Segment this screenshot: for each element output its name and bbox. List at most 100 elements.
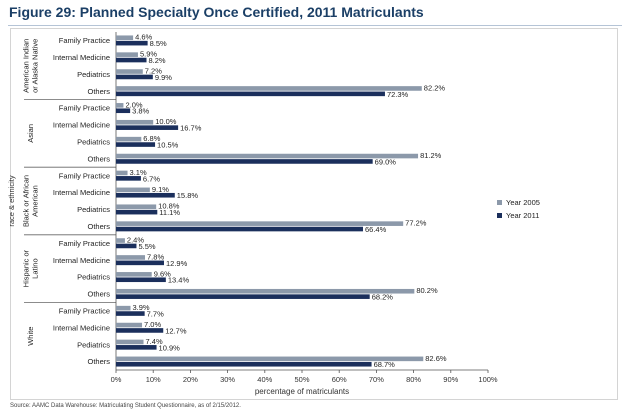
bar-2011 [116,328,164,333]
data-label-2005: 3.1% [130,168,147,177]
legend-label: Year 2011 [506,211,539,220]
category-label: Pediatrics [77,70,110,79]
category-label: Pediatrics [77,137,110,146]
group-label: Asian [26,124,35,143]
bar-2011 [116,176,141,181]
bar-2011 [116,294,370,299]
group-label: American [31,185,40,217]
bar-2005 [116,255,146,260]
data-label-2005: 9.6% [154,269,171,278]
x-tick-label: 30% [220,375,235,384]
bar-2005 [116,221,404,226]
legend-label: Year 2005 [506,198,540,207]
data-label-2005: 10.0% [155,117,177,126]
data-label-2005: 2.4% [127,235,144,244]
data-label-2005: 6.8% [143,134,160,143]
bar-2011 [116,40,148,46]
bar-2011 [116,57,147,63]
data-label-2011: 72.3% [387,90,409,99]
data-label-2005: 4.6% [135,33,152,42]
category-label: Pediatrics [77,273,110,282]
data-label-2011: 9.9% [155,73,172,82]
group-label: American Indian [22,39,31,93]
bar-2011 [116,226,364,232]
x-tick-label: 90% [443,375,458,384]
title-rule [8,25,622,26]
bar-2005 [116,204,157,210]
bar-2005 [116,52,138,57]
x-tick-label: 60% [332,375,347,384]
category-label: Family Practice [59,104,110,113]
x-tick-label: 0% [111,375,122,384]
bar-2011 [116,108,131,114]
group-label: Latino [31,258,40,278]
bar-2005 [116,136,142,142]
category-label: Others [87,87,110,96]
y-axis-label: race & ethnicity [7,175,16,227]
data-label-2011: 3.8% [132,107,149,116]
bar-2005 [116,356,424,362]
data-label-2005: 10.8% [158,202,180,211]
data-label-2005: 80.2% [416,286,438,295]
data-label-2011: 8.2% [149,56,166,65]
data-label-2011: 7.7% [147,309,164,318]
bar-2011 [116,209,158,215]
category-label: Family Practice [59,306,110,315]
bar-2011 [116,311,145,316]
data-label-2005: 81.2% [420,151,442,160]
bar-2005 [116,69,143,74]
data-label-2011: 12.7% [165,326,187,335]
x-tick-label: 20% [183,375,198,384]
bar-2005 [116,119,154,125]
bar-2005 [116,339,144,345]
chart-title: Figure 29: Planned Specialty Once Certif… [9,4,424,20]
bar-2005 [116,288,415,294]
bar-2011 [116,243,137,249]
bar-2011 [116,277,166,283]
bar-2005 [116,153,419,159]
group-label: Black or African [22,175,31,227]
bar-2005 [116,272,152,277]
data-label-2011: 68.7% [374,360,396,369]
category-label: Internal Medicine [53,256,110,265]
data-label-2011: 15.8% [177,191,199,200]
bar-2011 [116,345,157,350]
data-label-2005: 7.8% [147,252,164,261]
data-label-2011: 8.5% [150,39,167,48]
data-label-2011: 66.4% [365,225,387,234]
data-label-2005: 3.9% [133,303,150,312]
data-label-2011: 5.5% [138,242,155,251]
data-label-2011: 10.9% [159,343,181,352]
bar-2011 [116,91,385,97]
bar-2005 [116,187,150,193]
category-label: Internal Medicine [53,121,110,130]
category-label: Others [87,154,110,163]
group-label: or Alaska Native [31,39,40,93]
legend-swatch [497,213,502,218]
bar-2005 [116,305,131,311]
category-label: Pediatrics [77,340,110,349]
data-label-2011: 12.9% [166,259,188,268]
data-label-2005: 5.9% [140,50,157,59]
data-label-2005: 9.1% [152,185,169,194]
category-label: Others [87,222,110,231]
bar-2005 [116,170,128,176]
data-label-2005: 77.2% [405,219,427,228]
data-label-2011: 16.7% [180,124,202,133]
data-label-2011: 6.7% [143,174,160,183]
x-axis-label: percentage of matriculants [255,387,349,396]
category-label: Pediatrics [77,205,110,214]
bar-2011 [116,361,372,367]
data-label-2011: 13.4% [168,276,190,285]
x-tick-label: 50% [294,375,309,384]
category-label: Internal Medicine [53,323,110,332]
x-tick-label: 100% [478,375,498,384]
bar-2005 [116,238,125,243]
bar-2011 [116,192,175,198]
bar-2011 [116,74,153,80]
category-label: Internal Medicine [53,53,110,62]
data-label-2011: 10.5% [157,140,179,149]
bar-chart: 0% 10% 20% 30% 40% 50% 60% 70% 80% 90% 100% percent… [7,32,540,396]
data-label-2011: 69.0% [375,157,397,166]
data-label-2005: 7.4% [146,337,163,346]
